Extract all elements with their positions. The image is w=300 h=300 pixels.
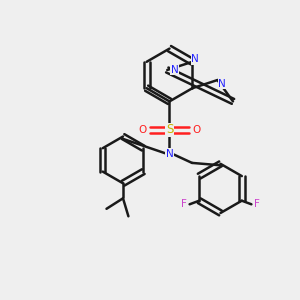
Text: N: N — [191, 54, 199, 64]
Text: N: N — [171, 65, 178, 75]
Text: S: S — [166, 123, 173, 136]
Text: O: O — [138, 125, 147, 135]
Text: N: N — [218, 79, 226, 88]
Text: O: O — [192, 125, 201, 135]
Text: F: F — [254, 199, 260, 209]
Text: N: N — [166, 149, 173, 159]
Text: F: F — [181, 199, 187, 209]
